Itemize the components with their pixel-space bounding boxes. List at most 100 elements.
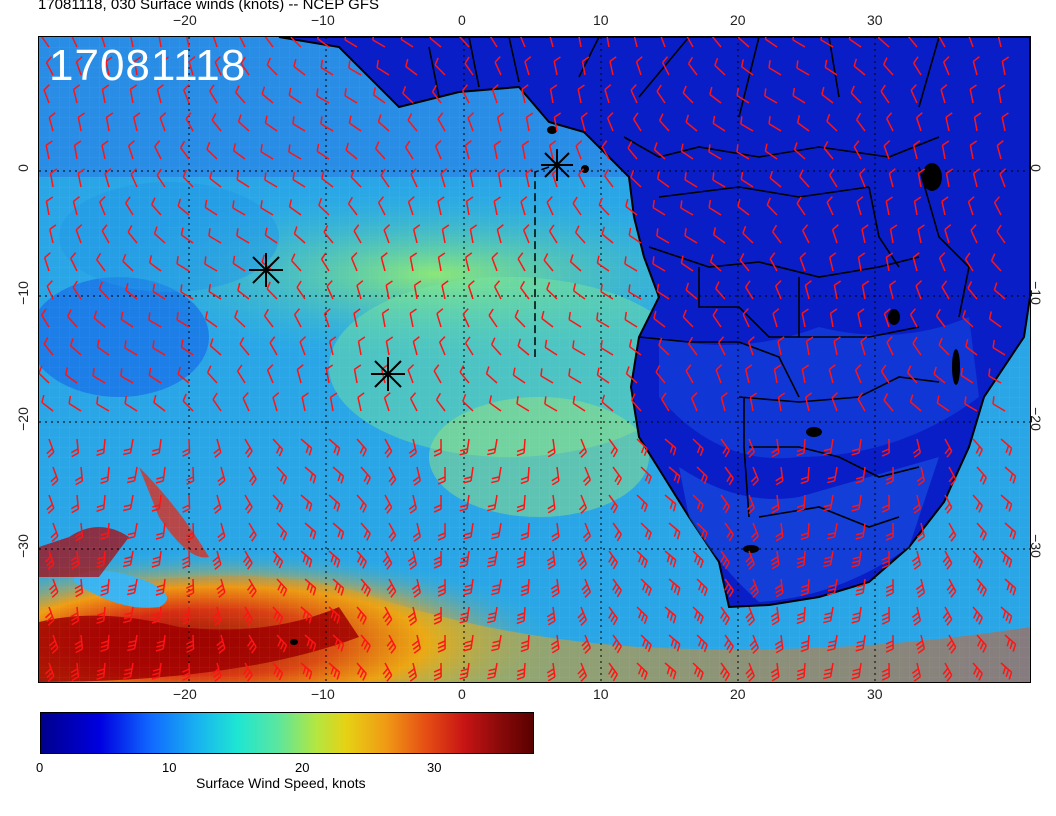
wind-barb [635, 56, 643, 76]
wind-barb [625, 366, 638, 384]
wind-barb [182, 662, 191, 681]
wind-barb [574, 225, 586, 244]
wind-barb [800, 578, 810, 597]
wind-barb [572, 196, 582, 216]
wind-barb [43, 337, 54, 356]
wind-barb [244, 494, 253, 514]
wind-barb [353, 224, 362, 244]
wind-barb [656, 283, 670, 300]
wind-barb [464, 140, 472, 160]
wind-barb [742, 225, 754, 244]
wind-barb [628, 227, 642, 244]
wind-barb [123, 438, 134, 456]
wind-barb [854, 364, 862, 384]
wind-barb [180, 140, 190, 160]
colorbar-tick: 0 [36, 760, 44, 775]
storm-marker-1[interactable] [249, 253, 283, 287]
wind-barb [911, 662, 922, 682]
wind-barb [888, 280, 897, 300]
wind-barb [829, 168, 838, 188]
wind-barb [157, 37, 162, 48]
wind-barb [792, 87, 806, 104]
wind-barb [1000, 438, 1013, 456]
wind-barb [412, 224, 421, 244]
wind-barb [465, 196, 474, 216]
wind-barb [850, 85, 862, 104]
wind-barb [380, 168, 390, 188]
wind-barb [516, 438, 526, 457]
wind-barb [827, 522, 838, 540]
wind-barb [496, 224, 504, 244]
wind-barb [888, 168, 896, 188]
wind-barb [658, 337, 670, 356]
wind-barb [153, 394, 166, 412]
wind-barb [826, 196, 834, 216]
wind-barb [101, 224, 110, 244]
wind-barb [320, 252, 330, 272]
wind-barb [796, 115, 810, 132]
wind-barb [792, 37, 806, 48]
wind-barb [682, 85, 694, 104]
wind-barb [148, 312, 162, 328]
wind-barb [964, 396, 978, 412]
wind-barb [50, 522, 59, 542]
wind-barb [598, 197, 610, 216]
storm-marker-3[interactable] [541, 149, 573, 181]
wind-barb [653, 310, 666, 328]
wind-map[interactable]: 17081118 [38, 36, 1031, 683]
wind-barb [823, 662, 834, 680]
wind-barb [461, 84, 470, 104]
wind-barb [350, 169, 362, 188]
wind-barb [988, 368, 1002, 384]
wind-barb [881, 438, 890, 457]
wind-barb [516, 396, 530, 412]
wind-barb [435, 392, 446, 412]
wind-barb [857, 308, 865, 328]
wind-barb [885, 634, 894, 653]
wind-barb [356, 280, 364, 300]
wind-barb [151, 606, 162, 624]
wind-barb [328, 438, 341, 456]
wind-barb [861, 280, 870, 300]
wind-barb [464, 336, 474, 356]
wind-barb [151, 197, 162, 216]
wind-barb [608, 494, 618, 514]
wind-barb [915, 578, 926, 598]
wind-barb [463, 522, 474, 540]
wind-barb [74, 466, 84, 486]
wind-barb [685, 114, 698, 132]
wind-barb [214, 56, 222, 76]
wind-barb [988, 311, 1002, 328]
wind-barb [937, 37, 946, 48]
wind-barb [155, 578, 166, 596]
wind-barb [293, 58, 306, 76]
wind-barb [467, 112, 475, 132]
wind-barb [382, 662, 393, 682]
wind-barb [913, 56, 922, 76]
wind-barb [101, 140, 109, 160]
wind-barb [799, 169, 810, 188]
wind-barb [292, 171, 306, 188]
wind-barb [186, 578, 195, 597]
wind-barb [212, 662, 222, 682]
wind-barb [720, 550, 730, 570]
wind-barb [550, 578, 560, 598]
wind-barb [204, 256, 218, 272]
wind-barb [684, 172, 698, 188]
wind-barb [774, 578, 784, 598]
wind-barb [823, 606, 834, 624]
lon-tick-top: 30 [867, 12, 883, 28]
wind-barb [176, 256, 190, 272]
wind-barb [299, 336, 307, 356]
wind-barb [411, 634, 422, 654]
wind-barb [906, 365, 918, 384]
wind-barb [300, 494, 313, 512]
wind-barb [467, 280, 475, 300]
wind-barb [668, 578, 681, 596]
storm-marker-2[interactable] [371, 357, 405, 391]
wind-barb [946, 634, 957, 654]
wind-barb [148, 255, 162, 272]
wind-barb [881, 494, 890, 513]
wind-barb [304, 466, 317, 484]
wind-barb [410, 168, 418, 188]
